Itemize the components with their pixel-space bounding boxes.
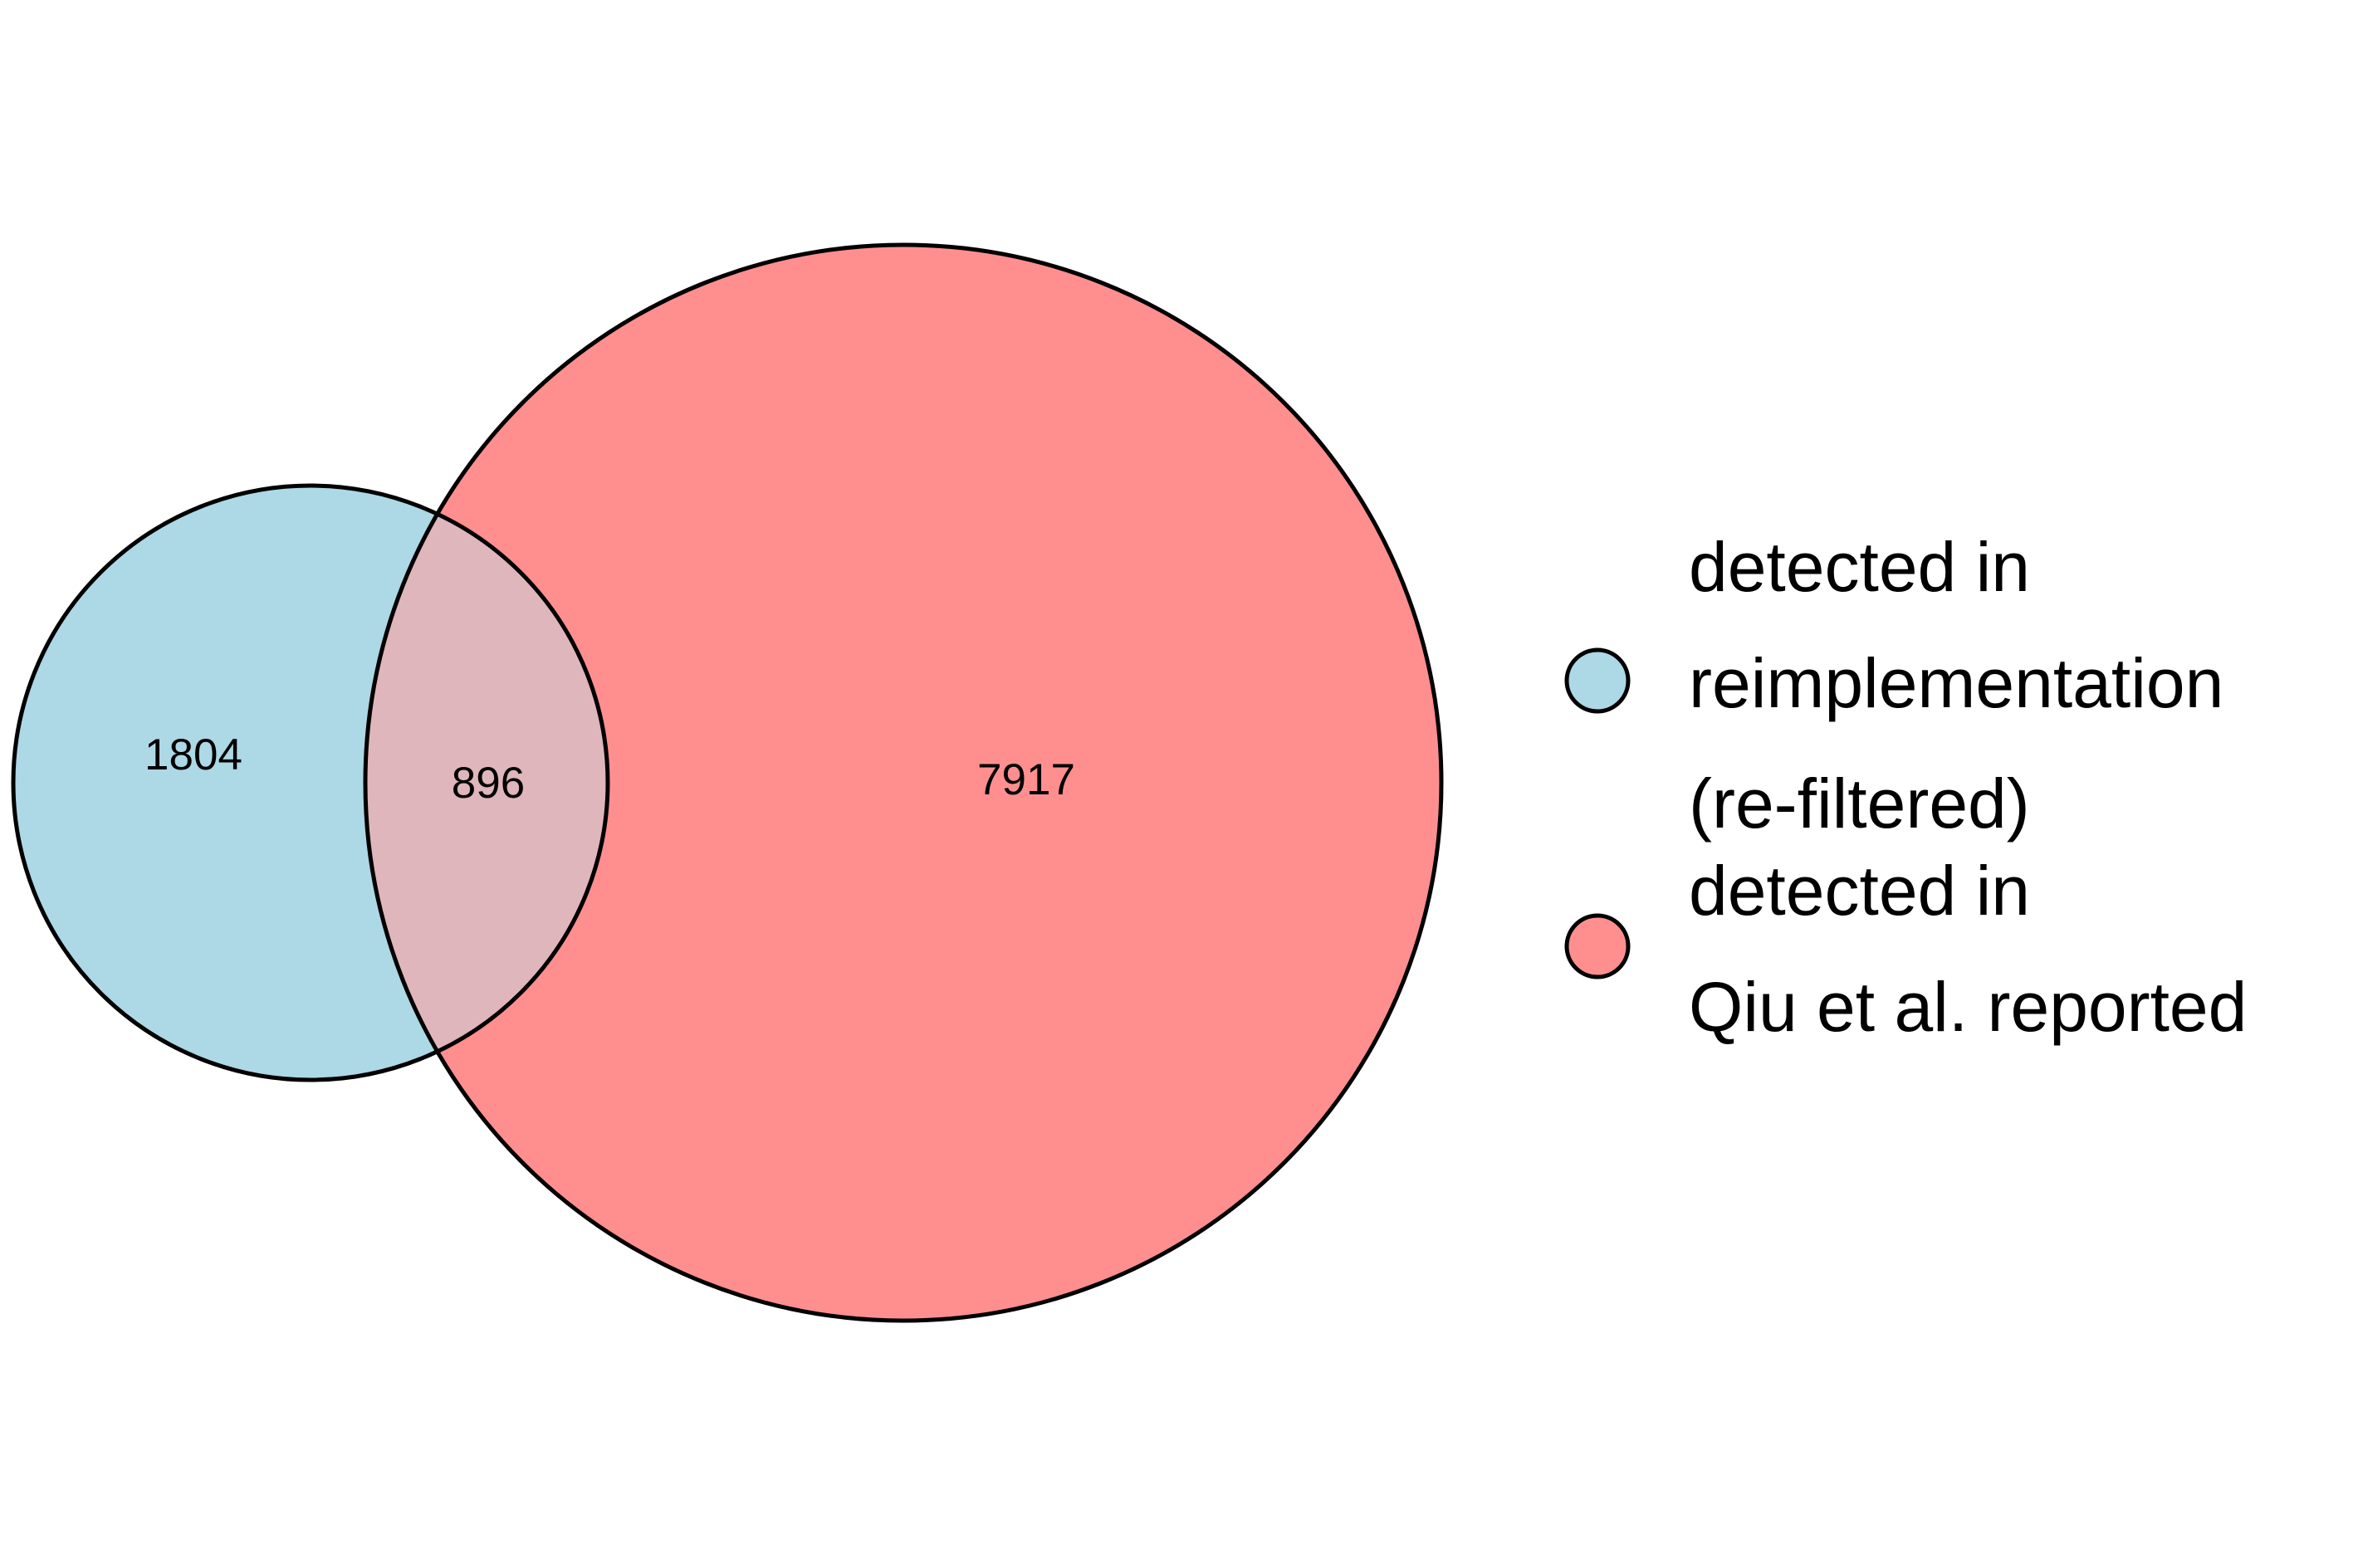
legend-item-reimplementation: detected in reimplementation (re-filtere… [1564, 528, 2223, 843]
set-outline-reimplementation [11, 483, 610, 1082]
legend-item-qiu-reported: detected in Qiu et al. reported [1564, 852, 2247, 1046]
legend-label-line: Qiu et al. reported [1689, 968, 2247, 1046]
legend: detected in reimplementation (re-filtere… [1564, 528, 2247, 1046]
set-outline-qiu-reported [363, 242, 1444, 1323]
set-circle-qiu-reported [365, 245, 1441, 1321]
legend-label-line: detected in [1689, 852, 2030, 930]
count-qiu-only: 7917 [977, 755, 1075, 804]
legend-swatch-reimplementation [1564, 647, 1631, 714]
count-reimplementation-only: 1804 [144, 730, 242, 779]
legend-label-line: detected in [1689, 528, 2030, 606]
legend-swatch-qiu-reported [1564, 913, 1631, 979]
legend-label-line: (re-filtered) [1689, 764, 2030, 843]
count-overlap: 896 [452, 759, 525, 808]
legend-label-line: reimplementation [1689, 644, 2223, 722]
